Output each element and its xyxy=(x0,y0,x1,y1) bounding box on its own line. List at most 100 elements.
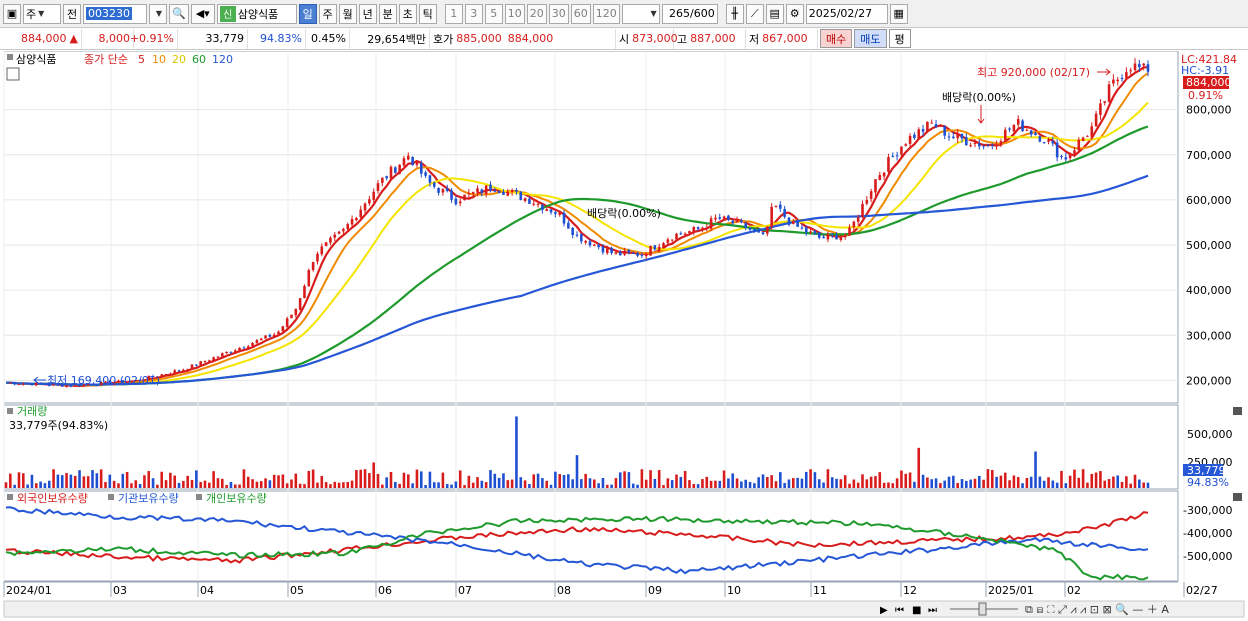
candle-body xyxy=(900,146,903,155)
current-price: 884,000 xyxy=(21,32,67,45)
period-minute-button[interactable]: 분 xyxy=(378,3,397,24)
prev-button[interactable]: 전 xyxy=(63,3,81,24)
price-axis-ticks: 800,000 700,000 600,000 500,000 400,000 300,0… xyxy=(1186,104,1232,388)
volume-bar xyxy=(601,477,605,488)
candle-body xyxy=(973,142,977,145)
candle-body xyxy=(463,194,466,201)
sell-button[interactable]: 매도 xyxy=(854,29,887,48)
candle-body xyxy=(324,242,328,247)
volume-bar xyxy=(882,482,886,488)
period-week-button[interactable]: 주 xyxy=(318,3,337,24)
eval-button[interactable]: 평 xyxy=(888,29,911,48)
candle-body xyxy=(727,215,730,220)
interval-1-button[interactable]: 1 xyxy=(444,3,463,24)
interval-10-button[interactable]: 10 xyxy=(504,3,525,24)
interval-120-button[interactable]: 120 xyxy=(592,3,620,24)
volume-bar xyxy=(926,477,929,488)
candle-body xyxy=(939,124,942,126)
period-day-button[interactable]: 일 xyxy=(298,3,317,24)
candle-body xyxy=(813,230,817,234)
volume-bar xyxy=(766,477,769,488)
period-month-button[interactable]: 월 xyxy=(338,3,357,24)
save-icon[interactable]: ▤ xyxy=(765,3,784,24)
volume-panel-frame xyxy=(3,404,1179,490)
close-panel-icon[interactable] xyxy=(1233,493,1242,501)
volume-bar xyxy=(1090,473,1094,488)
candle-body xyxy=(1025,129,1029,131)
calendar-icon[interactable]: ▦ xyxy=(889,3,908,24)
tool-icons[interactable]: ⧉ ⧈ ⛶ ⤢ ⩘ ⩘ ⊡ ⊠ 🔍 — ＋ A xyxy=(1025,602,1169,616)
close-panel-icon[interactable] xyxy=(1233,407,1242,415)
volume-bar xyxy=(17,472,21,488)
volume-bar xyxy=(432,482,436,488)
stop-icon[interactable]: ■ xyxy=(912,605,921,616)
candle-body xyxy=(779,204,782,209)
volume-bar xyxy=(519,477,523,488)
volume-bar xyxy=(346,482,350,488)
speaker-icon[interactable]: ◀▾ xyxy=(190,3,215,24)
panel-icon[interactable] xyxy=(7,494,13,500)
candle-icon[interactable]: ╫ xyxy=(725,3,744,24)
candle-body xyxy=(783,209,786,217)
candle-body xyxy=(986,144,990,146)
volume-bar xyxy=(502,473,505,488)
volume-bar xyxy=(233,484,237,488)
chart-area[interactable]: 삼양식품 종가 단순 5 10 20 60 120 LC:421.84 HC:-… xyxy=(0,50,1248,621)
volume-bar xyxy=(584,473,587,488)
panel-icon[interactable] xyxy=(196,494,202,500)
volume-bar xyxy=(631,483,635,488)
volume-bar xyxy=(1129,483,1132,488)
period-tick-button[interactable]: 틱 xyxy=(418,3,437,24)
candle-body xyxy=(1029,130,1033,135)
volume-bar xyxy=(484,482,488,488)
volume-bar xyxy=(1146,482,1150,488)
draw-line-icon[interactable]: ⟋ xyxy=(745,3,764,24)
volume-bar xyxy=(952,475,955,488)
volume-bar xyxy=(722,470,726,488)
interval-30-button[interactable]: 30 xyxy=(548,3,569,24)
count-input[interactable]: 265/600 xyxy=(661,3,718,24)
gear-icon[interactable]: ⚙ xyxy=(785,3,804,24)
candle-body xyxy=(757,229,760,233)
period-year-button[interactable]: 년 xyxy=(358,3,377,24)
interval-5-button[interactable]: 5 xyxy=(484,3,503,24)
candle-body xyxy=(39,382,42,385)
zoom-slider-handle[interactable] xyxy=(978,602,987,616)
volume-value: 33,779 xyxy=(205,32,245,45)
code-dropdown-button[interactable]: ▼ xyxy=(149,3,167,24)
candle-body xyxy=(43,384,47,386)
quote-bar: 884,000 ▲ 8,000 +0.91% 33,779 94.83% 0.4… xyxy=(0,28,1248,50)
panel-icon[interactable] xyxy=(108,494,114,500)
panel-icon[interactable] xyxy=(7,54,13,60)
candle-body xyxy=(454,198,458,205)
volume-bar xyxy=(1120,481,1124,488)
volume-bar xyxy=(908,472,912,488)
volume-bar xyxy=(47,480,51,488)
volume-bar xyxy=(307,470,311,488)
candle-body xyxy=(160,374,164,377)
interval-20-button[interactable]: 20 xyxy=(526,3,547,24)
search-icon[interactable]: 🔍 xyxy=(169,3,189,24)
scroll-left-icon[interactable]: ▶ xyxy=(880,605,888,616)
stock-code-input[interactable]: 003230 xyxy=(83,3,147,24)
stock-name-field[interactable]: 신 삼양식품 xyxy=(216,3,297,24)
chart-svg[interactable]: 삼양식품 종가 단순 5 10 20 60 120 LC:421.84 HC:-… xyxy=(0,50,1248,621)
panel-toggle-checkbox[interactable] xyxy=(6,67,20,81)
candle-body xyxy=(9,382,12,384)
interval-60-button[interactable]: 60 xyxy=(570,3,591,24)
scroll-bar[interactable] xyxy=(3,600,1245,618)
date-input[interactable]: 2025/02/27 xyxy=(805,3,888,24)
window-icon[interactable]: ▣ xyxy=(3,3,21,24)
market-select[interactable]: 주 ▼ xyxy=(23,3,61,24)
candle-body xyxy=(151,376,155,378)
interval-3-button[interactable]: 3 xyxy=(464,3,483,24)
scroll-first-icon[interactable]: ⏮ xyxy=(895,605,904,616)
scroll-last-icon[interactable]: ⏭ xyxy=(928,605,937,616)
interval-custom-select[interactable]: ▼ xyxy=(621,3,660,24)
period-second-button[interactable]: 초 xyxy=(398,3,417,24)
buy-button[interactable]: 매수 xyxy=(820,29,853,48)
panel-icon[interactable] xyxy=(7,408,13,414)
volume-bar xyxy=(856,482,860,488)
ma5-legend: 5 xyxy=(138,53,145,66)
